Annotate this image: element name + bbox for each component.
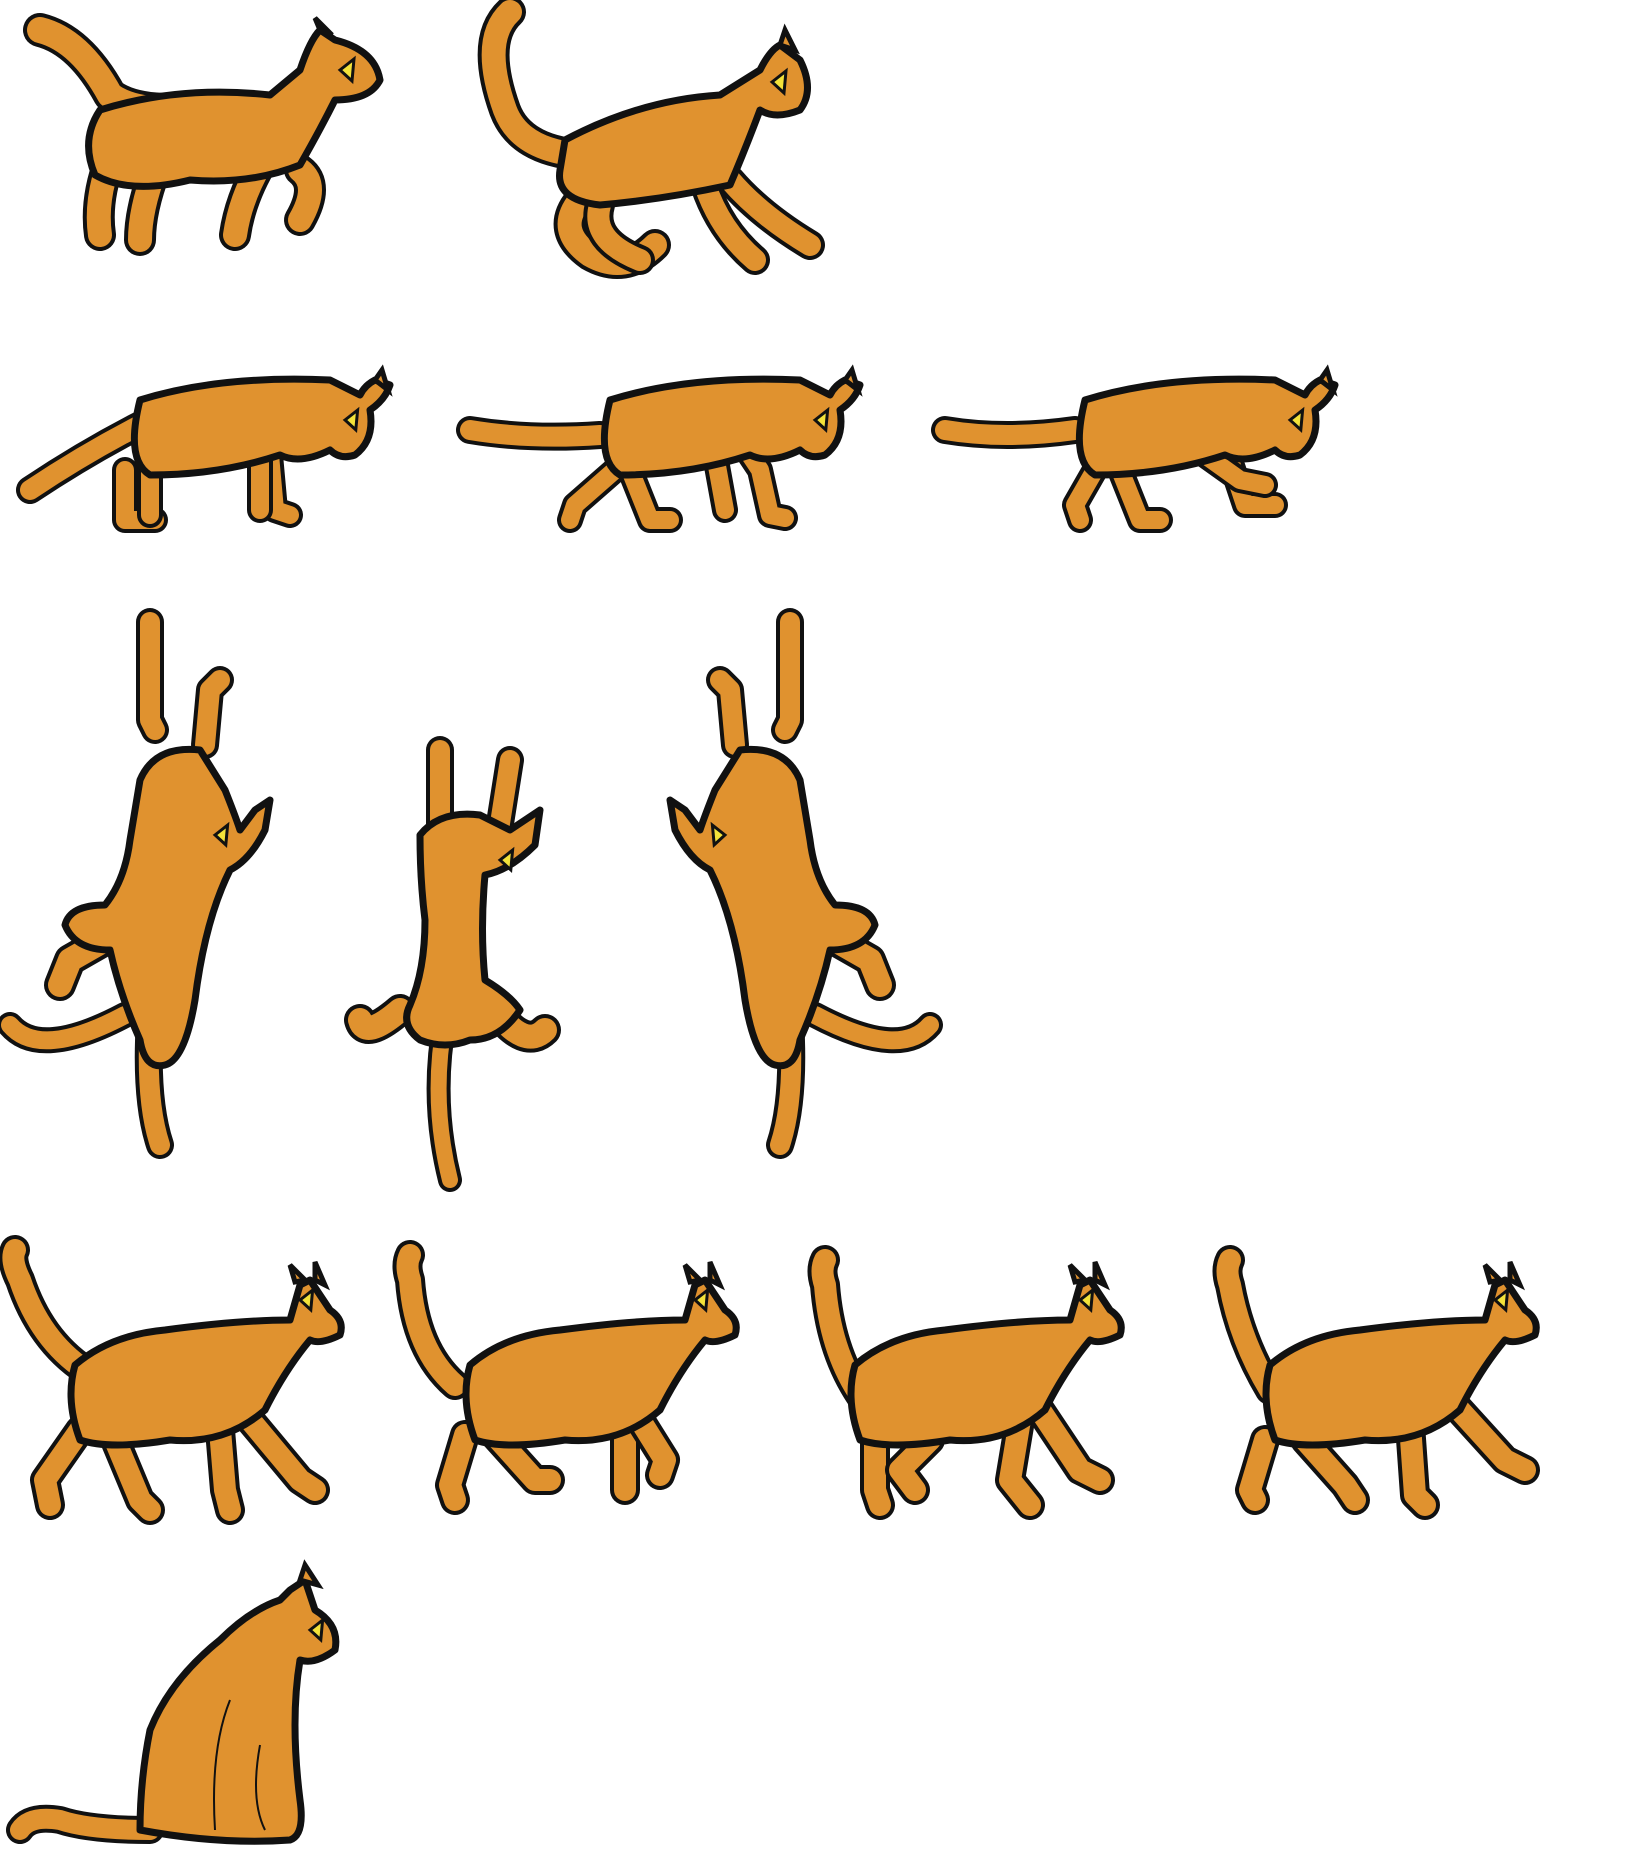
cat-walk-frame-1 [0, 1235, 345, 1525]
cat-crouch-frame-1 [16, 364, 394, 533]
cat-jump-frame-2 [477, 0, 825, 279]
cat-climb-frame-2 [344, 736, 561, 1192]
cat-jump-frame-1 [23, 13, 384, 256]
cat-walk-frame-3 [807, 1245, 1125, 1520]
cat-crouch-frame-2 [456, 364, 864, 533]
cat-climb-frame-1 [0, 608, 274, 1159]
cat-crouch-frame-3 [931, 364, 1339, 533]
cat-sit-frame-1 [6, 1559, 340, 1845]
cat-climb-frame-3 [666, 608, 943, 1159]
cat-walk-frame-4 [1212, 1245, 1540, 1520]
cat-walk-frame-2 [392, 1240, 740, 1515]
